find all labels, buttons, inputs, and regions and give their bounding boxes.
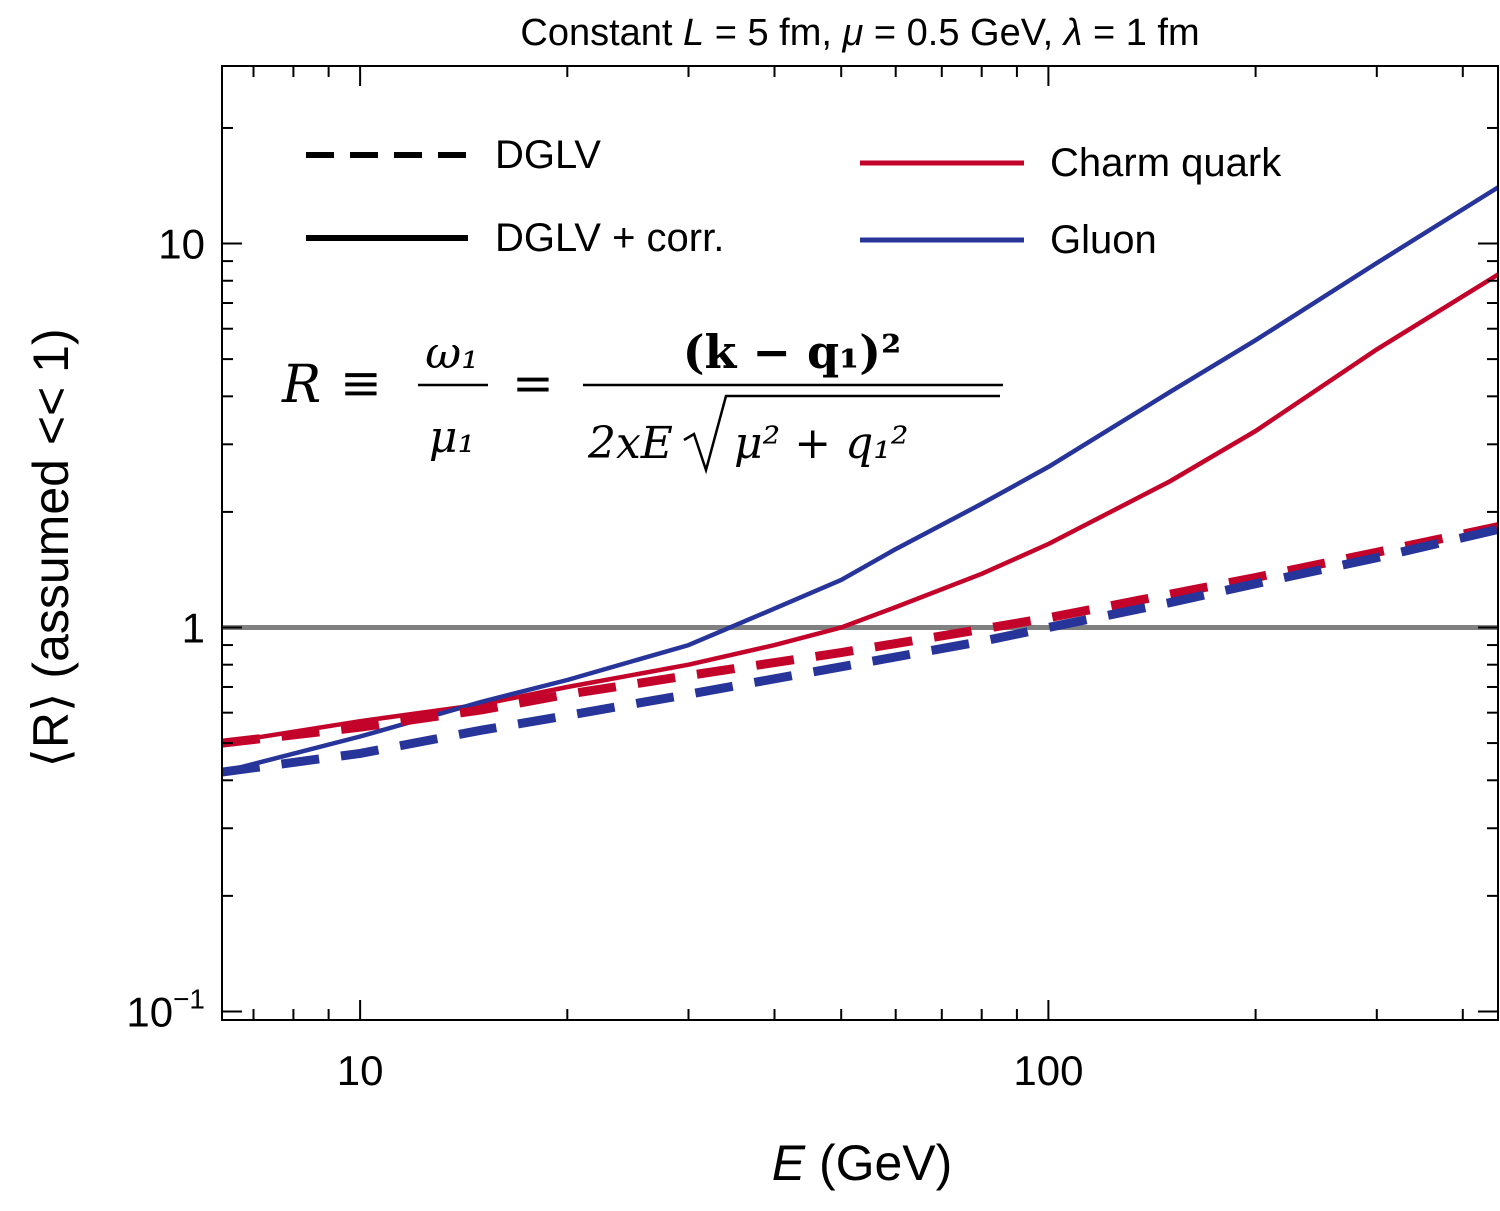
series-line-gluon-dglv xyxy=(221,525,1500,777)
title-part-3: = 5 fm, xyxy=(704,12,842,54)
title-part-7: = 1 fm xyxy=(1082,12,1199,54)
tick-layer xyxy=(222,66,1498,1020)
x-axis-label: E (GeV) xyxy=(772,1135,953,1191)
formula-frac2-den-rad: μ² + q₁² xyxy=(734,418,909,469)
series-line-gluon-dglv-corr xyxy=(221,185,1500,775)
series-line-charm-quark-dglv xyxy=(221,522,1499,748)
legend-label-dglv-corr: DGLV + corr. xyxy=(495,216,724,260)
y-tick-label-exponent: −1 xyxy=(173,983,205,1014)
formula-lhs: R xyxy=(281,355,321,415)
title-var-mu: μ xyxy=(842,12,864,54)
formula-annotation: R ≡ ω₁ μ₁ = (k − q₁)² 2xE μ² + q₁² xyxy=(281,325,1003,475)
x-tick-label: 10 xyxy=(337,1047,384,1094)
title-var-L: L xyxy=(683,12,704,54)
x-axis-label-var: E xyxy=(772,1135,806,1191)
y-tick-label-base: 10 xyxy=(126,988,173,1035)
formula-frac1-num: ω₁ xyxy=(425,328,479,379)
plot-frame xyxy=(221,65,1499,1021)
formula-sqrt-sign xyxy=(683,394,1000,475)
legend: DGLV DGLV + corr. Charm quark Gluon xyxy=(306,133,1282,262)
legend-label-gluon: Gluon xyxy=(1050,218,1157,262)
series-layer xyxy=(221,185,1500,777)
title-var-lambda: λ xyxy=(1062,12,1083,54)
y-tick-label: 10 xyxy=(158,221,205,268)
legend-label-charm: Charm quark xyxy=(1050,141,1282,185)
x-tick-label: 100 xyxy=(1013,1047,1083,1094)
formula-frac2-num: (k − q₁)² xyxy=(683,325,901,379)
x-axis-label-unit: (GeV) xyxy=(805,1135,952,1191)
chart-title: Constant L = 5 fm, μ = 0.5 GeV, λ = 1 fm xyxy=(520,12,1199,54)
title-part-1: Constant xyxy=(520,12,683,54)
legend-label-dglv: DGLV xyxy=(495,133,601,177)
formula-frac2-den-pre: 2xE xyxy=(587,418,673,469)
title-part-5: = 0.5 GeV, xyxy=(863,12,1063,54)
formula-equiv: ≡ xyxy=(340,354,382,412)
formula-frac1-den: μ₁ xyxy=(429,412,475,463)
y-axis-label: ⟨R⟩ (assumed << 1) xyxy=(23,328,79,767)
y-tick-label: 1 xyxy=(182,604,205,651)
y-tick-label: 10−1 xyxy=(126,983,205,1035)
series-line-charm-quark-dglv-corr xyxy=(221,272,1500,746)
formula-eq2: = xyxy=(512,354,554,412)
